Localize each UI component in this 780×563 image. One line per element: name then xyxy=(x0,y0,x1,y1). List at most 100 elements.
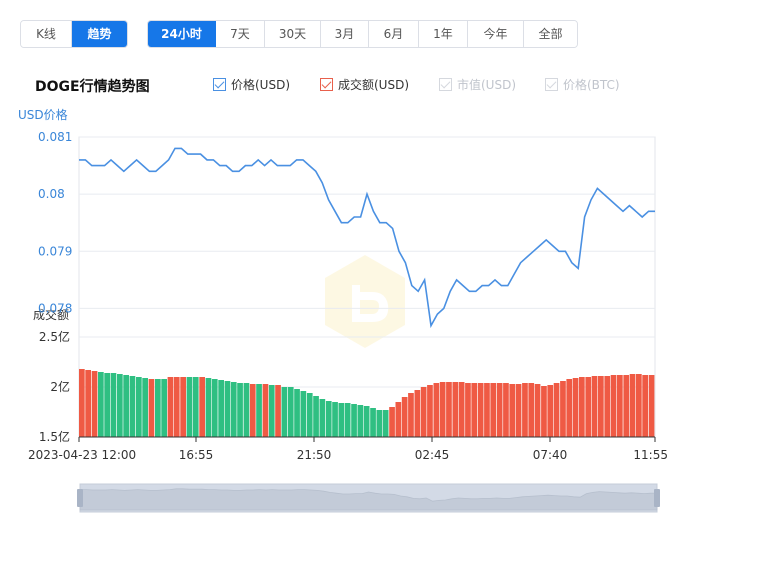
x-tick-label: 21:50 xyxy=(297,448,332,462)
volume-bar xyxy=(186,377,193,437)
price-axis-label: USD价格 xyxy=(18,107,68,122)
x-tick-label: 2023-04-23 12:00 xyxy=(28,448,136,462)
price-series-line xyxy=(79,147,655,329)
slider-handle-right[interactable] xyxy=(654,489,660,507)
volume-bar xyxy=(199,377,205,437)
volume-bar xyxy=(338,403,345,437)
volume-bar xyxy=(579,377,585,437)
checkbox-icon xyxy=(439,78,452,91)
volume-bar xyxy=(306,393,313,437)
checkbox-icon xyxy=(320,78,333,91)
volume-bar xyxy=(325,401,332,437)
tab-kline[interactable]: K线 xyxy=(21,21,72,47)
volume-bar xyxy=(237,383,243,437)
volume-bar xyxy=(623,375,630,437)
volume-bar xyxy=(117,374,123,437)
volume-bar xyxy=(471,383,478,437)
volume-bar xyxy=(439,382,446,437)
slider-handle-left[interactable] xyxy=(77,489,83,507)
price-ytick-label: 0.08 xyxy=(38,187,65,201)
volume-bar xyxy=(275,385,281,437)
volume-bar xyxy=(617,375,623,437)
tab-all[interactable]: 全部 xyxy=(524,21,577,47)
volume-bar xyxy=(173,377,180,437)
volume-bar xyxy=(313,396,319,437)
volume-bar xyxy=(382,410,389,437)
tab-6m[interactable]: 6月 xyxy=(369,21,419,47)
checkbox-icon xyxy=(545,78,558,91)
volume-bar xyxy=(452,382,459,437)
legend-price-btc[interactable]: 价格(BTC) xyxy=(545,76,620,93)
volume-bar xyxy=(370,408,376,437)
legend-label: 价格(BTC) xyxy=(563,78,620,92)
volume-bar xyxy=(300,391,307,437)
chart-type-tabs: K线 趋势 xyxy=(20,20,128,48)
volume-bar xyxy=(363,406,370,437)
volume-bar xyxy=(408,393,414,437)
volume-bar xyxy=(129,376,136,437)
tab-3m[interactable]: 3月 xyxy=(321,21,369,47)
range-tabs: 24小时 7天 30天 3月 6月 1年 今年 全部 xyxy=(147,20,578,48)
volume-bar xyxy=(553,383,560,437)
volume-bar xyxy=(344,403,351,437)
tab-24h[interactable]: 24小时 xyxy=(148,21,216,47)
legend-volume-usd[interactable]: 成交额(USD) xyxy=(320,76,409,93)
tab-7d[interactable]: 7天 xyxy=(216,21,265,47)
volume-bar xyxy=(148,379,155,437)
tab-ytd[interactable]: 今年 xyxy=(468,21,524,47)
tab-1y[interactable]: 1年 xyxy=(419,21,468,47)
volume-bar xyxy=(591,376,598,437)
volume-bar xyxy=(142,378,148,437)
volume-axis-label: 成交额 xyxy=(33,307,69,322)
chart-title: DOGE行情趋势图 xyxy=(35,79,150,95)
x-tick-label: 07:40 xyxy=(533,448,568,462)
volume-bar xyxy=(256,384,262,437)
volume-bar xyxy=(484,383,490,437)
volume-bar xyxy=(332,402,338,437)
volume-bar xyxy=(268,385,275,437)
volume-bar xyxy=(610,375,617,437)
volume-bar xyxy=(104,373,110,437)
volume-bar xyxy=(155,379,161,437)
volume-bar xyxy=(287,387,294,437)
price-ytick-label: 0.081 xyxy=(38,130,72,144)
volume-bar xyxy=(91,371,98,437)
volume-bar xyxy=(401,397,408,437)
volume-bar xyxy=(357,405,364,437)
volume-bar xyxy=(389,407,395,437)
volume-bar xyxy=(446,382,452,437)
volume-bar xyxy=(572,378,579,437)
volume-bar xyxy=(395,402,402,437)
volume-bar xyxy=(218,380,224,437)
legend-label: 成交额(USD) xyxy=(338,78,410,92)
volume-bar xyxy=(319,399,326,437)
volume-bar xyxy=(585,377,592,437)
volume-bar xyxy=(541,386,547,437)
volume-bar xyxy=(648,375,655,437)
volume-bar xyxy=(566,379,573,437)
volume-bar xyxy=(224,381,231,437)
volume-bar xyxy=(110,373,117,437)
data-zoom-slider[interactable] xyxy=(77,483,660,513)
tab-trend[interactable]: 趋势 xyxy=(72,21,127,47)
volume-bar xyxy=(180,377,186,437)
volume-bar xyxy=(465,383,471,437)
volume-bar xyxy=(420,387,427,437)
volume-bar xyxy=(281,387,288,437)
volume-bar xyxy=(547,385,554,437)
volume-bar xyxy=(509,384,516,437)
volume-bar xyxy=(249,384,256,437)
volume-bar xyxy=(211,379,218,437)
volume-bar xyxy=(560,381,566,437)
volume-ytick-label: 1.5亿 xyxy=(39,429,70,444)
volume-bar xyxy=(515,384,522,437)
legend-marketcap-usd[interactable]: 市值(USD) xyxy=(439,76,516,93)
tab-30d[interactable]: 30天 xyxy=(265,21,321,47)
checkbox-icon xyxy=(213,78,226,91)
volume-bar xyxy=(636,374,642,437)
legend-price-usd[interactable]: 价格(USD) xyxy=(213,76,290,93)
volume-bar xyxy=(604,376,611,437)
volume-bar xyxy=(376,410,383,437)
x-tick-label: 11:55 xyxy=(633,448,668,462)
